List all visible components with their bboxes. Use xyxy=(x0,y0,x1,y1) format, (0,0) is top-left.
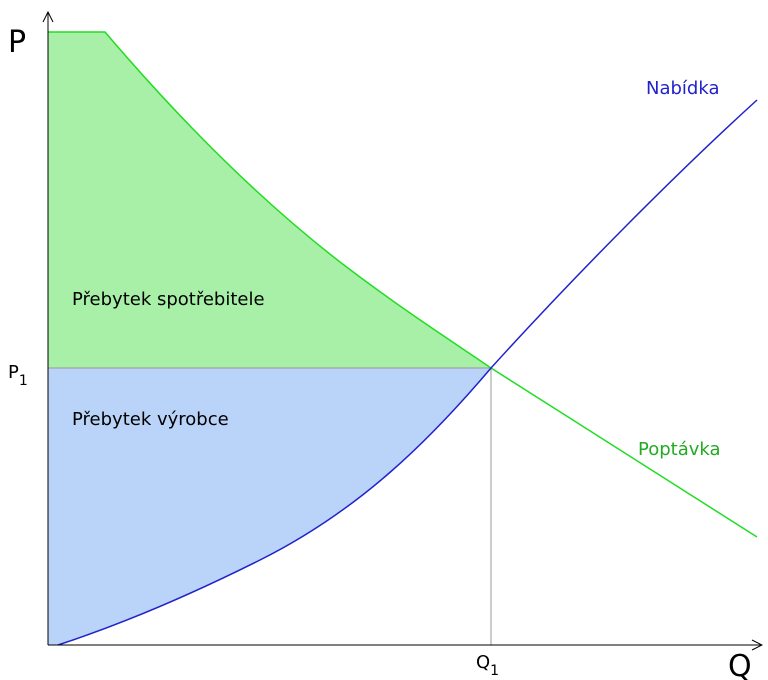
supply-curve xyxy=(57,99,758,646)
x-axis-label: Q xyxy=(728,649,752,680)
y-axis-label: P xyxy=(8,25,26,60)
demand-curve xyxy=(48,31,758,538)
x-axis-arrow xyxy=(751,639,764,651)
quantity-main: Q xyxy=(476,652,490,673)
quantity-sub: 1 xyxy=(490,663,499,679)
consumer-surplus-area xyxy=(48,32,491,368)
consumer-surplus-label: Přebytek spotřebitele xyxy=(72,289,265,310)
price-main: P xyxy=(8,362,19,383)
supply-label: Nabídka xyxy=(646,78,720,99)
price-sub: 1 xyxy=(19,373,28,389)
y-axis-arrow xyxy=(42,10,54,23)
price-label: P1 xyxy=(8,362,28,389)
producer-surplus-area xyxy=(48,368,491,645)
quantity-label: Q1 xyxy=(476,652,499,679)
demand-label: Poptávka xyxy=(638,439,721,460)
producer-surplus-label: Přebytek výrobce xyxy=(72,409,229,430)
